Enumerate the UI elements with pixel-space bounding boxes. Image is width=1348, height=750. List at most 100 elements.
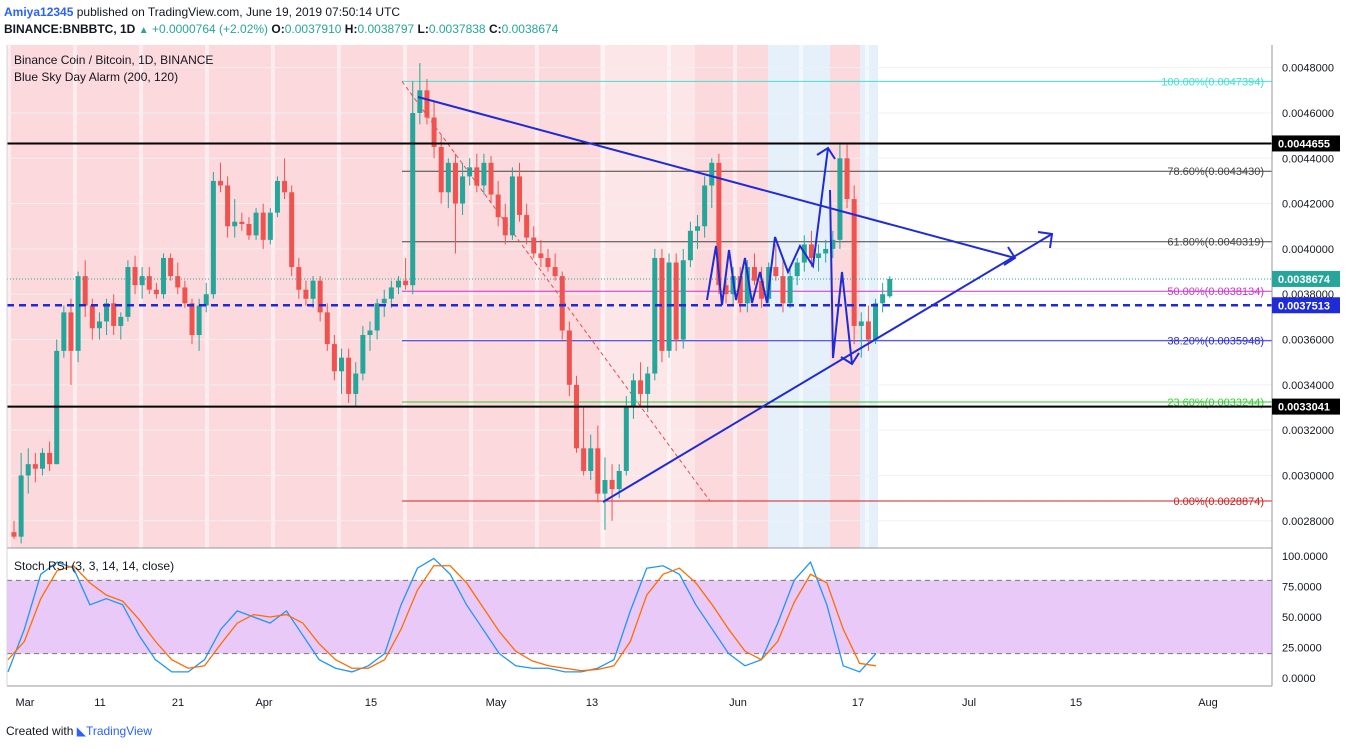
candle-body (531, 237, 537, 254)
candle-body (225, 185, 231, 227)
time-tick-label: May (486, 697, 507, 709)
alarm-stripe (337, 45, 341, 548)
candle-body (851, 199, 857, 326)
drop-wave (829, 189, 853, 365)
price-marker-bg (1272, 135, 1340, 152)
alarm-stripe (7, 45, 11, 548)
candle-body (267, 212, 273, 240)
created-with-label: Created with (6, 724, 74, 738)
alarm-stripe (601, 45, 605, 548)
ohlc-line: BINANCE:BNBBTC, 1D ▲ +0.0000764 (+2.02%)… (4, 21, 558, 39)
candle-body (780, 276, 786, 304)
candle-body (61, 312, 67, 351)
candle-body (196, 305, 202, 336)
candle-body (310, 280, 316, 299)
candle-body (816, 253, 822, 258)
stoch-tick-label: 25.0000 (1282, 643, 1322, 655)
candle-body (360, 335, 366, 374)
candle-body (431, 117, 437, 147)
candle-body (830, 239, 836, 249)
price-tick-label: 0.0040000 (1282, 244, 1334, 256)
arrow-head (816, 146, 836, 160)
candle-body (346, 357, 352, 394)
candle-body (339, 357, 345, 372)
low-label: L: (417, 22, 429, 36)
price-marker-label: 0.0038674 (1278, 274, 1331, 286)
zigzag-wave (706, 147, 829, 306)
alarm-gap (600, 45, 695, 548)
candle-body (702, 185, 708, 227)
candle-body (260, 212, 266, 240)
candle-body (182, 287, 188, 304)
candle-body (502, 217, 508, 236)
candle-body (253, 212, 259, 236)
author-link[interactable]: Amiya12345 (4, 5, 74, 19)
low-value: 0.0037838 (428, 22, 486, 36)
candle-body (388, 287, 394, 299)
candle-body (616, 470, 622, 490)
candle-body (32, 464, 38, 469)
candle-body (353, 373, 359, 394)
candle-body (96, 321, 102, 329)
tradingview-brand[interactable]: TradingView (85, 724, 152, 738)
candle-body (282, 180, 288, 193)
stoch-tick-label: 50.0000 (1282, 612, 1322, 624)
price-marker-label: 0.0033041 (1278, 402, 1330, 414)
change-value: +0.0000764 (+2.02%) (151, 22, 269, 36)
publish-info: published on TradingView.com, June 19, 2… (76, 5, 401, 19)
price-tick-label: 0.0030000 (1282, 470, 1334, 482)
candle-body (68, 312, 74, 351)
footer: Created with ◣TradingView (6, 724, 152, 738)
chart-legend-title: Binance Coin / Bitcoin, 1D, BINANCE (14, 53, 213, 67)
candle-body (474, 167, 480, 186)
candle-body (146, 276, 152, 290)
candle-body (630, 380, 636, 408)
candle-body (11, 532, 17, 537)
price-tick-label: 0.0042000 (1282, 199, 1334, 211)
candle-body (545, 257, 551, 268)
price-marker-label: 0.0044655 (1278, 138, 1330, 150)
chart-header: Amiya12345 published on TradingView.com,… (4, 4, 558, 39)
candle-body (395, 280, 401, 288)
candle-body (581, 448, 587, 471)
candle-body (744, 267, 750, 304)
candle-body (524, 214, 530, 238)
candle-body (75, 276, 81, 351)
candle-body (82, 276, 88, 306)
candle-body (153, 289, 159, 295)
candle-body (324, 312, 330, 345)
candle-body (317, 280, 323, 313)
candle-body (168, 257, 174, 277)
candle-body (695, 226, 701, 231)
candle-body (132, 267, 138, 286)
indicator-legend: Blue Sky Day Alarm (200, 120) (14, 70, 178, 84)
time-tick-label: Jun (729, 697, 747, 709)
candle-body (495, 194, 501, 218)
arrow-head (840, 352, 860, 366)
candle-body (381, 298, 387, 304)
candle-body (246, 223, 252, 236)
close-label: C: (488, 22, 502, 36)
alarm-stripe (271, 45, 275, 548)
time-tick-label: Apr (255, 697, 272, 709)
fib-level-label: 61.80%(0.0040319) (1167, 237, 1264, 249)
candle-body (844, 158, 850, 200)
candle-body (111, 303, 117, 326)
candle-body (289, 192, 295, 268)
candle-body (424, 90, 430, 118)
candle-body (873, 303, 879, 340)
candle-body (452, 162, 458, 204)
candle-body (787, 276, 793, 304)
up-arrow-icon: ▲ (138, 25, 149, 36)
candle-body (210, 180, 216, 295)
candle-body (374, 303, 380, 331)
candle-body (104, 303, 110, 322)
symbol-label: BINANCE:BNBBTC, 1D (4, 22, 136, 36)
price-marker-bg (1272, 297, 1340, 314)
trend-drawings[interactable] (7, 96, 1272, 503)
candle-body (538, 253, 544, 258)
candle-body (118, 316, 124, 326)
candle-body (573, 384, 579, 449)
candle-body (410, 112, 416, 286)
